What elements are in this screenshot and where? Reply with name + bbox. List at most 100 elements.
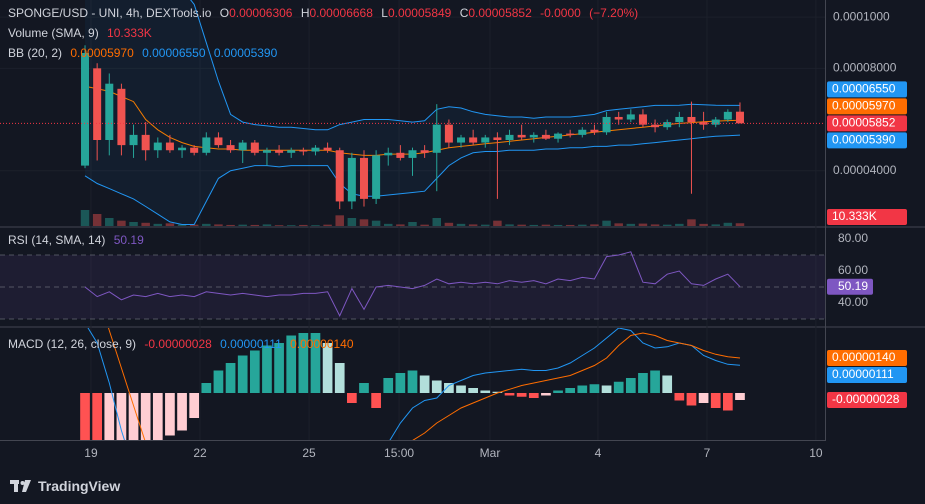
macd-histogram-bar [213,370,224,393]
axis-value-label: 50.19 [838,279,868,293]
candle-body [81,52,90,166]
volume-bar [311,225,320,226]
macd-histogram-bar [128,393,139,440]
change: -0.0000 [540,6,581,20]
volume-bar [141,222,150,226]
macd-histogram-bar [589,384,600,393]
volume-bar [129,222,138,226]
candle-body [517,134,526,138]
candle-body [663,122,672,128]
candle-body [529,134,538,138]
candle-body [226,145,235,151]
macd-histogram-bar [419,375,430,393]
macd-histogram-bar [152,393,163,440]
candle-body [93,68,102,141]
macd-histogram-bar [347,393,357,403]
axis-value-label: 10.333K [832,209,877,223]
volume-bar [420,224,429,226]
candle-body [711,119,720,125]
candle-body [384,152,393,156]
rsi-value: 50.19 [113,233,144,247]
volume-bar [602,220,611,226]
candle-body [735,111,744,124]
macd-pane [80,328,745,440]
volume-bar [662,224,672,226]
macd-histogram-bar [516,393,527,397]
candle-body [275,150,284,153]
volume-bar [226,224,235,226]
x-tick-label: 10 [809,446,823,460]
macd-histogram-bar [528,393,539,398]
macd-histogram-bar [650,370,660,393]
change-pct: (−7.20%) [589,6,639,20]
volume-bar [202,223,211,226]
macd-histogram-bar [177,393,187,431]
volume-bar [626,223,636,226]
macd-histogram-bar [80,393,90,440]
volume-bar [92,214,102,226]
volume-bar [153,223,163,226]
candle-body [723,111,732,120]
candle-body [165,142,174,151]
macd-histogram-bar [286,335,297,393]
y-tick-label: 0.00004000 [833,163,897,177]
logo [10,480,31,492]
macd-histogram-bar [116,393,127,440]
macd-line [87,328,741,440]
axis-value-label: 0.00006550 [832,81,896,95]
volume-bar [711,224,720,226]
macd-histogram-bar [674,393,685,401]
macd-histogram-bar [431,380,442,393]
candle-body [505,134,514,141]
y-tick-label: 80.00 [838,231,868,245]
footer: TradingView [10,478,120,494]
volume-bar [238,224,247,226]
volume-bar [517,224,526,226]
candle-body [481,137,490,143]
candle-body [651,124,660,128]
volume-bar [687,219,696,226]
candle-body [457,137,466,143]
axis-value-label-bg [827,367,907,383]
rsi-title: RSI (14, SMA, 14) [8,233,106,247]
macd-histogram-bar [565,388,576,393]
volume-bar [675,223,684,226]
candle-body [359,157,368,199]
candle-body [614,116,623,120]
candle-body [141,134,150,151]
macd-histogram-bar [541,393,551,396]
rsi-pane [0,251,825,320]
x-tick-label: Mar [480,446,501,460]
macd-histogram-bar [383,378,394,393]
candle-body [190,147,199,153]
volume-bar [699,223,708,226]
macd-histogram-bar [165,393,175,436]
volume-bar [214,224,223,226]
volume-bar [323,224,332,226]
macd-histogram-bar [225,363,236,393]
price-pane [0,0,825,226]
macd-histogram-bar [710,393,721,408]
candle-body [626,114,635,120]
macd-histogram-bar [92,393,103,440]
macd-histogram-bar [613,381,624,393]
candle-body [590,129,599,133]
bb-lower: 0.00005390 [213,46,278,60]
volume-bar [444,222,454,226]
candle-body [335,150,344,202]
bb-title: BB (20, 2) [8,46,63,60]
y-tick-label: 40.00 [838,295,868,309]
candle-body [444,124,453,143]
candle-body [566,133,575,135]
candle-body [554,133,563,139]
volume-legend: Volume (SMA, 9) 10.333K [8,26,157,40]
axis-value-label: -0.00000028 [832,392,900,406]
macd-histogram-bar [468,388,478,393]
axis-value-label-bg [827,209,907,225]
macd-histogram-bar [201,383,212,393]
ohlc-letter: O [219,6,230,20]
candle-body [493,137,502,141]
ohlc-letter: H [300,6,310,20]
macd-histogram-bar [237,355,248,393]
candle-body [323,147,332,151]
